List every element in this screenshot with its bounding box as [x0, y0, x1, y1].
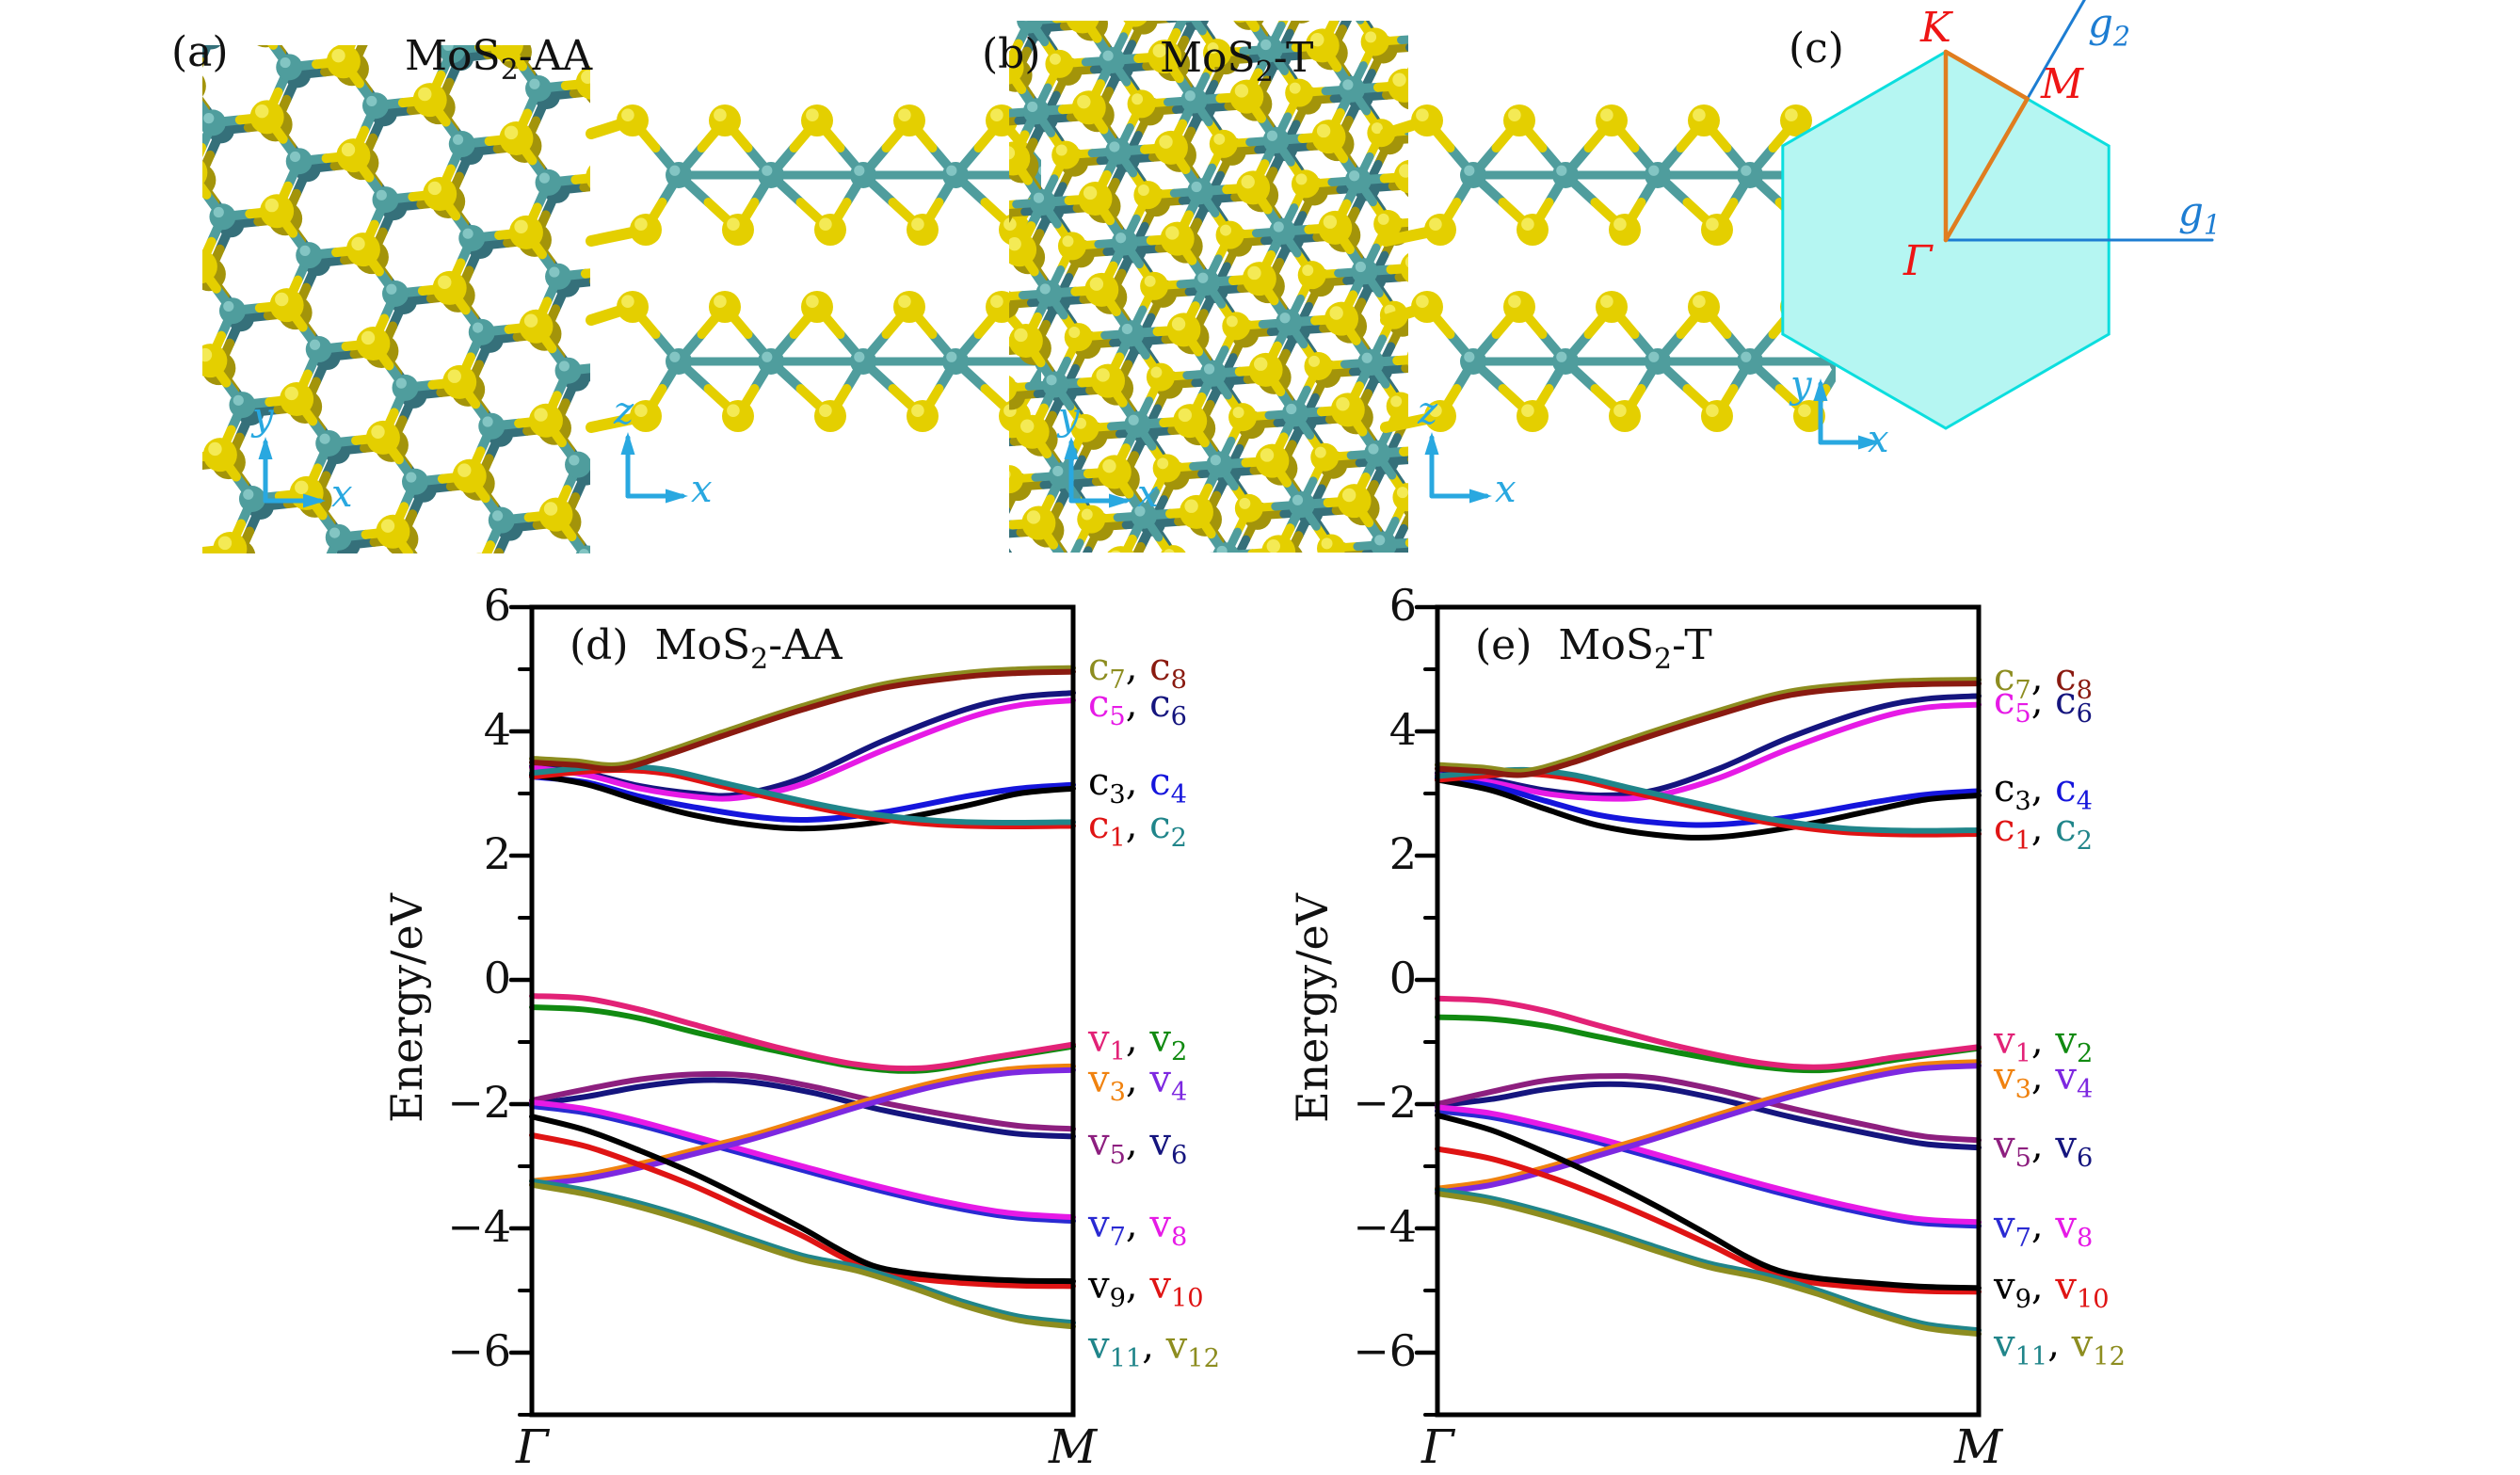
legend-item-c5-c6: c5, c6	[1994, 680, 2093, 729]
legend-item-c5-c6: c5, c6	[1088, 681, 1187, 731]
a-top-y-axis-label: y	[252, 395, 274, 439]
legend-item-v11-v12: v11, v12	[1088, 1323, 1220, 1373]
y-tick-label: −4	[1353, 1201, 1417, 1252]
legend-item-v7-v8: v7, v8	[1088, 1203, 1188, 1252]
a-side-x-axis-label: x	[691, 468, 713, 511]
brillouin-zone-hexagon	[1781, 0, 2214, 430]
plot-d-gamma-tick: Γ	[516, 1419, 549, 1474]
bz-g1-vector-label: g1	[2178, 188, 2222, 241]
plot-e-gamma-tick: Γ	[1421, 1419, 1454, 1474]
legend-item-v9-v10: v9, v10	[1088, 1263, 1204, 1313]
legend-item-v5-v6: v5, v6	[1088, 1120, 1188, 1170]
legend-item-v1-v2: v1, v2	[1088, 1018, 1188, 1067]
b-top-y-axis-label: y	[1058, 395, 1080, 439]
legend-item-v3-v4: v3, v4	[1088, 1057, 1188, 1107]
a-side-z-axis-label: z	[614, 390, 634, 433]
c-y-axis-label: y	[1790, 363, 1812, 407]
y-tick-label: −2	[1353, 1077, 1417, 1128]
b-side-x-axis-label: x	[1495, 468, 1517, 511]
y-tick-label: 6	[1388, 580, 1417, 631]
legend-item-c7-c8: c7, c8	[1994, 656, 2093, 706]
structure-b-side-view	[1380, 104, 1836, 433]
structure-b-top-view	[1009, 21, 1408, 553]
y-tick-label: −6	[1353, 1325, 1417, 1376]
axis-triads	[258, 378, 1881, 508]
a-top-x-axis-label: x	[331, 473, 353, 516]
y-tick-label: 4	[483, 704, 511, 755]
legend-item-v11-v12: v11, v12	[1994, 1322, 2126, 1371]
c-x-axis-label: x	[1868, 418, 1889, 461]
structure-a-top-view	[202, 45, 590, 553]
y-tick-label: 4	[1388, 704, 1417, 755]
bz-m-point-label: M	[2041, 60, 2084, 108]
plot-e-m-tick: M	[1954, 1419, 2003, 1474]
structure-a-side-view	[586, 104, 1041, 433]
y-tick-label: −4	[447, 1201, 511, 1252]
panel-b-title: MoS2-T	[1160, 34, 1314, 88]
y-tick-label: 0	[483, 953, 511, 1003]
panel-a-label: (a)	[171, 28, 229, 76]
legend-item-c7-c8: c7, c8	[1088, 645, 1187, 695]
legend-item-c3-c4: c3, c4	[1088, 761, 1187, 810]
bz-gamma-point-label: Γ	[1903, 237, 1933, 285]
legend-item-v1-v2: v1, v2	[1994, 1019, 2094, 1069]
legend-item-v7-v8: v7, v8	[1994, 1204, 2094, 1254]
b-top-x-axis-label: x	[1137, 473, 1159, 516]
plot-d-title: (d) MoS2-AA	[570, 621, 843, 676]
bz-k-point-label: K	[1920, 4, 1951, 52]
legend-item-c3-c4: c3, c4	[1994, 766, 2093, 816]
legend-item-c1-c2: c1, c2	[1994, 806, 2093, 856]
b-side-z-axis-label: z	[1418, 390, 1438, 433]
bz-g2-vector-label: g2	[2088, 0, 2131, 53]
band-plot-e	[1414, 604, 1982, 1418]
plot-e-title: (e) MoS2-T	[1475, 621, 1712, 676]
y-tick-label: −6	[447, 1325, 511, 1376]
y-tick-label: 6	[483, 580, 511, 631]
panel-b-label: (b)	[982, 30, 1041, 78]
y-tick-label: 2	[483, 828, 511, 879]
band-plot-d	[508, 604, 1076, 1418]
y-tick-label: 0	[1388, 953, 1417, 1003]
y-tick-label: 2	[1388, 828, 1417, 879]
legend-item-v9-v10: v9, v10	[1994, 1265, 2110, 1314]
legend-item-v5-v6: v5, v6	[1994, 1123, 2094, 1173]
plot-d-m-tick: M	[1049, 1419, 1098, 1474]
legend-item-c1-c2: c1, c2	[1088, 804, 1187, 854]
y-tick-label: −2	[447, 1077, 511, 1128]
panel-c-label: (c)	[1789, 24, 1844, 72]
legend-item-v3-v4: v3, v4	[1994, 1054, 2094, 1104]
panel-a-title: MoS2-AA	[405, 32, 593, 87]
